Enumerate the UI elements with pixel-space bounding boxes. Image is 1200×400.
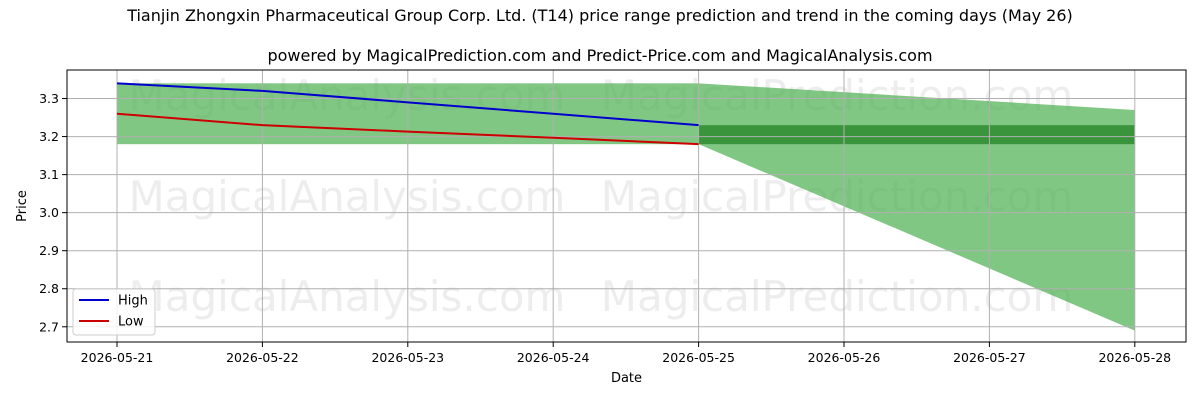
x-tick-label: 2026-05-25: [662, 350, 735, 365]
prediction-core-band: [698, 125, 1135, 145]
prediction-range-band: [698, 83, 1135, 331]
series-line-low: [116, 112, 699, 146]
watermark-text: MagicalPrediction.com: [601, 272, 1074, 321]
x-tick-label: 2026-05-28: [1098, 350, 1171, 365]
watermark-text: MagicalAnalysis.com: [129, 172, 566, 221]
y-tick-label: 2.7: [39, 319, 59, 334]
legend-label-high: High: [118, 294, 148, 309]
chart-subtitle: powered by MagicalPrediction.com and Pre…: [267, 46, 933, 65]
series-line-high: [116, 82, 699, 127]
y-tick-label: 3.2: [39, 129, 59, 144]
y-axis-label: Price: [15, 190, 30, 222]
x-tick-label: 2026-05-27: [953, 350, 1026, 365]
y-tick-label: 2.8: [39, 281, 59, 296]
watermark-text: MagicalAnalysis.com: [129, 272, 566, 321]
legend: High Low: [72, 288, 156, 336]
y-tick-label: 3.0: [39, 205, 59, 220]
grid-layer: [67, 70, 1186, 342]
x-tick-label: 2026-05-22: [226, 350, 299, 365]
legend-label-low: Low: [118, 315, 144, 330]
plot-frame: [66, 69, 1187, 343]
x-tick-label: 2026-05-21: [81, 350, 154, 365]
tick-layer: 2026-05-21 2026-05-22 2026-05-23 2026-05-24…: [39, 91, 1171, 365]
y-tick-label: 3.1: [39, 167, 59, 182]
x-tick-label: 2026-05-26: [808, 350, 881, 365]
chart-title: Tianjin Zhongxin Pharmaceutical Group Co…: [127, 6, 1073, 25]
y-tick-label: 3.3: [39, 91, 59, 106]
line-layer: [116, 82, 699, 146]
x-tick-label: 2026-05-23: [371, 350, 444, 365]
y-tick-label: 2.9: [39, 243, 59, 258]
x-axis-label: Date: [611, 371, 642, 386]
x-tick-label: 2026-05-24: [517, 350, 590, 365]
